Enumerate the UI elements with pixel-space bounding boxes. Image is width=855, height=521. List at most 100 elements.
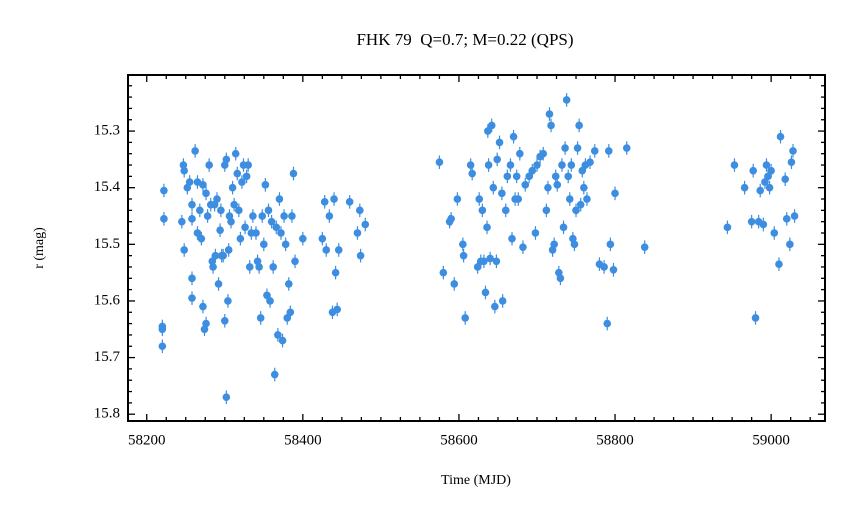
data-point bbox=[261, 181, 270, 189]
data-point bbox=[222, 393, 231, 402]
data-point bbox=[160, 186, 168, 195]
data-point bbox=[236, 234, 245, 243]
data-point bbox=[439, 268, 448, 277]
data-point bbox=[450, 280, 459, 288]
data-point bbox=[525, 172, 533, 181]
data-point bbox=[576, 200, 585, 209]
data-point bbox=[578, 166, 587, 175]
data-point bbox=[266, 297, 274, 305]
data-point bbox=[790, 212, 799, 220]
data-point bbox=[495, 138, 504, 147]
data-point bbox=[489, 183, 498, 192]
data-point bbox=[551, 172, 560, 181]
data-point bbox=[475, 195, 484, 203]
data-point bbox=[580, 183, 588, 192]
data-point bbox=[179, 161, 188, 169]
chart-title: FHK 79 Q=0.7; M=0.22 (QPS) bbox=[356, 30, 573, 49]
data-point bbox=[202, 319, 210, 328]
data-point bbox=[506, 161, 515, 169]
data-point bbox=[320, 198, 329, 206]
data-point bbox=[459, 251, 468, 260]
data-point bbox=[483, 223, 491, 232]
data-point bbox=[473, 263, 482, 271]
data-point bbox=[269, 263, 277, 271]
data-point bbox=[203, 212, 212, 220]
data-point bbox=[158, 322, 167, 331]
data-point bbox=[558, 161, 566, 169]
data-point bbox=[361, 220, 370, 229]
data-point bbox=[270, 370, 279, 379]
data-point bbox=[556, 274, 565, 283]
data-point bbox=[590, 147, 599, 155]
data-point bbox=[322, 246, 331, 254]
data-point bbox=[512, 172, 521, 181]
y-tick-label: 15.7 bbox=[94, 349, 121, 365]
data-point bbox=[609, 266, 618, 274]
data-point bbox=[217, 206, 225, 215]
data-point bbox=[604, 147, 613, 155]
data-point bbox=[242, 172, 251, 181]
data-point bbox=[205, 161, 213, 169]
data-point bbox=[291, 257, 299, 266]
data-point bbox=[782, 215, 791, 223]
data-point bbox=[209, 263, 217, 271]
data-point bbox=[260, 240, 268, 249]
data-point bbox=[509, 132, 518, 141]
data-point bbox=[491, 302, 499, 311]
data-point bbox=[516, 149, 524, 158]
data-point bbox=[199, 181, 207, 189]
data-point bbox=[514, 195, 523, 203]
data-point bbox=[230, 200, 238, 209]
data-point bbox=[759, 220, 768, 229]
data-point bbox=[756, 186, 765, 195]
data-point bbox=[264, 206, 273, 215]
data-point bbox=[622, 144, 631, 152]
data-point bbox=[274, 331, 282, 339]
data-point bbox=[258, 212, 267, 220]
data-point bbox=[180, 246, 188, 254]
data-point bbox=[224, 297, 232, 305]
data-point bbox=[508, 234, 516, 243]
data-point bbox=[781, 175, 789, 183]
data-point bbox=[787, 158, 796, 167]
data-point bbox=[330, 195, 338, 203]
data-point bbox=[528, 166, 537, 175]
data-point bbox=[318, 234, 327, 243]
data-point bbox=[730, 161, 739, 169]
data-point bbox=[775, 260, 783, 268]
data-point bbox=[188, 274, 196, 283]
data-point bbox=[761, 178, 769, 186]
data-point bbox=[487, 121, 496, 130]
data-point bbox=[573, 144, 582, 152]
data-point bbox=[280, 212, 288, 220]
data-point bbox=[208, 257, 217, 266]
y-tick-label: 15.6 bbox=[94, 292, 121, 308]
data-point bbox=[281, 240, 290, 249]
data-point bbox=[331, 268, 340, 277]
data-point bbox=[503, 172, 512, 181]
data-point bbox=[435, 158, 444, 167]
data-point bbox=[572, 206, 580, 215]
data-point bbox=[531, 229, 540, 237]
data-point bbox=[751, 314, 760, 322]
x-tick-label: 58600 bbox=[440, 432, 478, 448]
data-point bbox=[764, 172, 772, 181]
data-point bbox=[565, 195, 574, 203]
data-point bbox=[484, 127, 492, 135]
data-point bbox=[606, 240, 615, 249]
data-point bbox=[214, 280, 223, 288]
data-point bbox=[255, 263, 263, 271]
data-point bbox=[533, 161, 541, 169]
data-point bbox=[749, 166, 757, 175]
data-point bbox=[286, 308, 295, 317]
data-point bbox=[603, 319, 612, 328]
data-point bbox=[224, 246, 233, 254]
data-point bbox=[747, 217, 756, 226]
data-point bbox=[299, 234, 307, 243]
data-point bbox=[188, 200, 196, 209]
data-point bbox=[559, 223, 568, 232]
x-tick-label: 58400 bbox=[284, 432, 322, 448]
data-point bbox=[453, 195, 462, 203]
data-point bbox=[231, 149, 240, 158]
data-point bbox=[267, 217, 276, 226]
